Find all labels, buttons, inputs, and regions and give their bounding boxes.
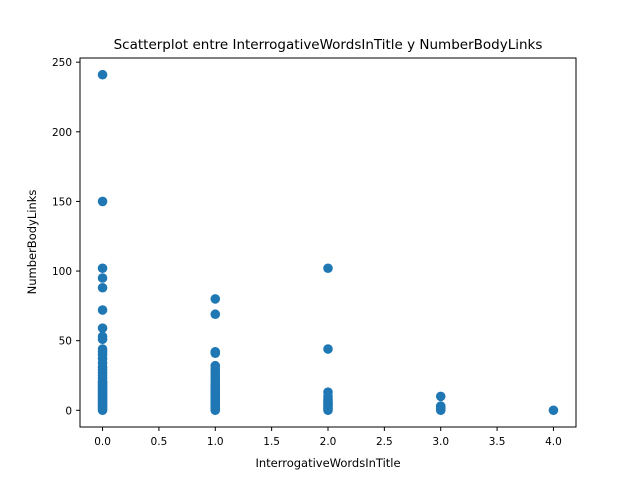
x-tick-label: 2.0 bbox=[320, 436, 337, 448]
x-tick-label: 0.0 bbox=[94, 436, 111, 448]
data-point bbox=[210, 405, 221, 416]
y-tick-label: 200 bbox=[52, 127, 72, 139]
x-axis-label: InterrogativeWordsInTitle bbox=[255, 456, 400, 470]
data-point bbox=[210, 309, 221, 320]
y-axis: 0 50 100 150 200 250 bbox=[52, 57, 80, 417]
data-point bbox=[210, 348, 221, 359]
x-tick-label: 4.0 bbox=[545, 436, 562, 448]
x-tick-label: 1.5 bbox=[263, 436, 280, 448]
data-point bbox=[97, 273, 108, 283]
x-tick-label: 0.5 bbox=[151, 436, 168, 448]
data-point bbox=[97, 196, 108, 207]
data-point bbox=[97, 305, 108, 315]
y-tick-label: 250 bbox=[52, 57, 72, 69]
data-point bbox=[97, 69, 108, 80]
chart-title: Scatterplot entre InterrogativeWordsInTi… bbox=[114, 37, 543, 53]
data-point bbox=[323, 263, 333, 274]
y-tick-label: 150 bbox=[52, 196, 72, 208]
data-point bbox=[435, 405, 446, 416]
y-tick-label: 0 bbox=[65, 405, 72, 417]
data-point bbox=[97, 282, 108, 293]
x-tick-label: 2.5 bbox=[376, 436, 393, 448]
data-point bbox=[97, 334, 108, 345]
y-tick-label: 50 bbox=[59, 336, 72, 348]
data-point bbox=[548, 405, 559, 416]
data-point bbox=[323, 405, 333, 416]
x-tick-label: 3.0 bbox=[432, 436, 449, 448]
y-tick-label: 100 bbox=[52, 266, 72, 278]
y-axis-label: NumberBodyLinks bbox=[25, 190, 39, 295]
data-point bbox=[210, 294, 221, 304]
points-layer bbox=[97, 69, 559, 416]
data-point bbox=[97, 323, 108, 333]
data-point bbox=[435, 391, 446, 402]
x-tick-label: 1.0 bbox=[207, 436, 224, 448]
data-point bbox=[323, 344, 333, 354]
x-tick-label: 3.5 bbox=[489, 436, 506, 448]
x-axis: 0.0 0.5 1.0 1.5 2.0 2.5 3.0 3.5 4.0 bbox=[94, 427, 562, 448]
plot-frame bbox=[79, 57, 577, 428]
data-point bbox=[97, 405, 108, 416]
data-point bbox=[97, 263, 108, 274]
